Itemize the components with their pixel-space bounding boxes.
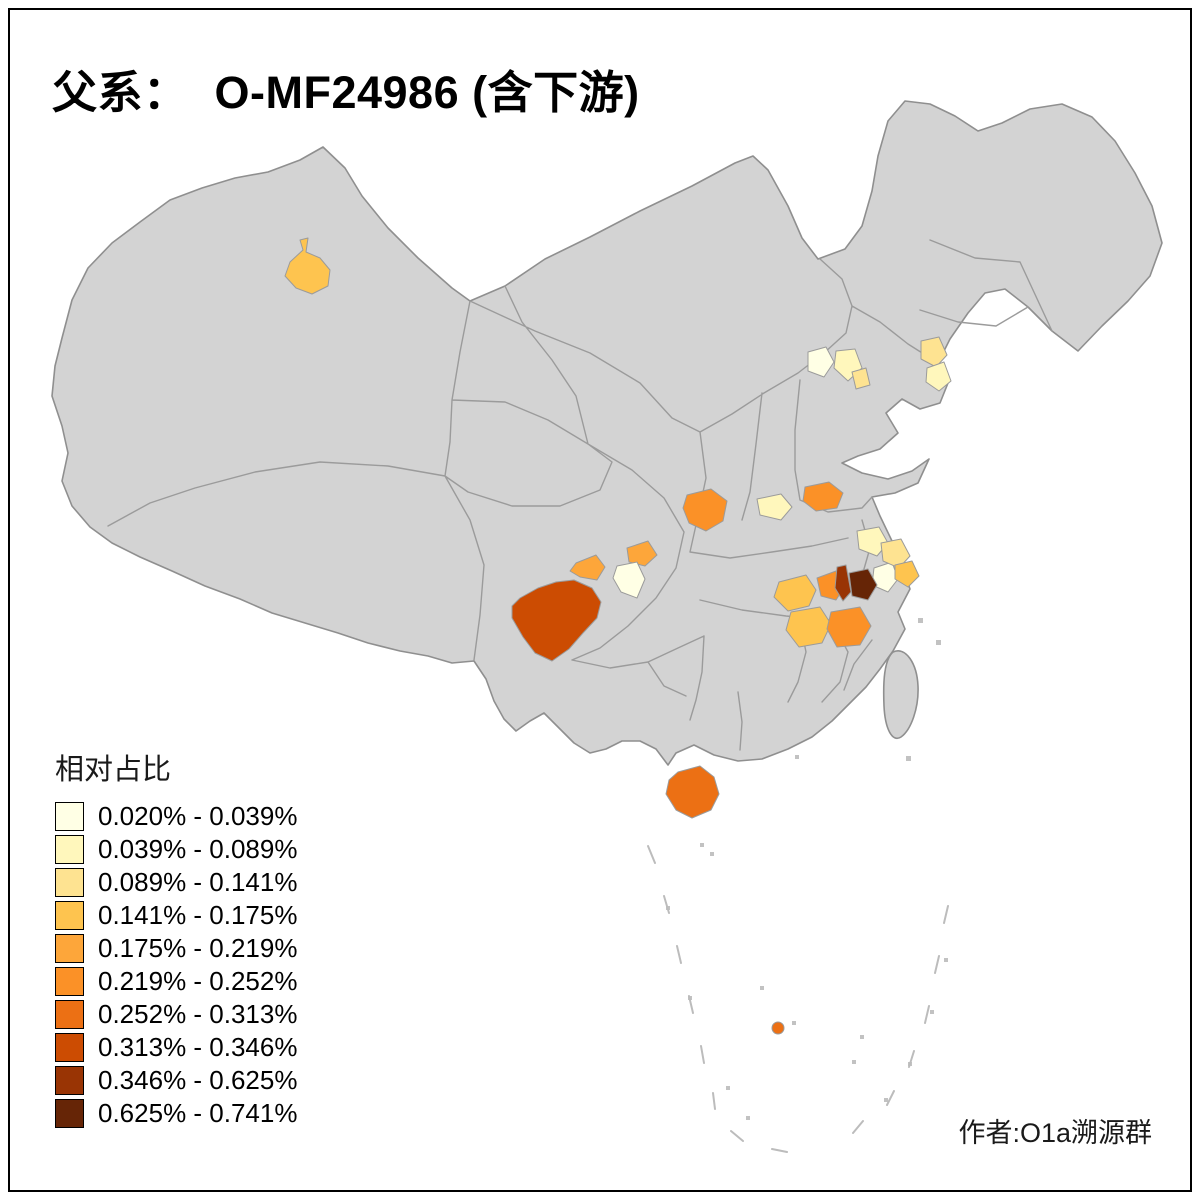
region-henan-west — [682, 488, 728, 532]
region-xinjiang-changji — [284, 237, 331, 295]
region-jiangsu-coast — [880, 538, 911, 569]
legend-label: 0.313% - 0.346% — [98, 1032, 298, 1062]
legend-row: 0.039% - 0.089% — [55, 835, 297, 864]
taiwan-island — [882, 650, 919, 740]
legend-swatch-rect — [55, 835, 84, 864]
legend-label: 0.346% - 0.625% — [98, 1065, 298, 1095]
legend-swatch-rect — [55, 901, 84, 930]
legend-swatch — [55, 1000, 84, 1029]
author-credit: 作者:O1a溯源群 — [958, 1118, 1152, 1148]
legend-swatch — [55, 1033, 84, 1062]
legend-swatch-rect — [55, 1066, 84, 1095]
legend-row: 0.219% - 0.252% — [55, 967, 297, 996]
legend-label: 0.141% - 0.175% — [98, 900, 298, 930]
region-hebei-south — [756, 493, 793, 521]
legend-row: 0.175% - 0.219% — [55, 934, 297, 963]
legend-row: 0.313% - 0.346% — [55, 1033, 297, 1062]
legend-swatch — [55, 967, 84, 996]
legend-label: 0.625% - 0.741% — [98, 1098, 298, 1128]
legend-swatch-rect — [55, 868, 84, 897]
legend-label: 0.020% - 0.039% — [98, 801, 298, 831]
region-shanghai-area — [894, 560, 920, 588]
legend-label: 0.039% - 0.089% — [98, 834, 298, 864]
legend: 相对占比 0.020% - 0.039% 0.039% - 0.089% 0.0… — [55, 746, 297, 1132]
region-sichuan-west — [511, 579, 602, 662]
legend-swatch — [55, 868, 84, 897]
legend-row: 0.346% - 0.625% — [55, 1066, 297, 1095]
legend-row: 0.625% - 0.741% — [55, 1099, 297, 1128]
legend-swatch-rect — [55, 1000, 84, 1029]
legend-row: 0.020% - 0.039% — [55, 802, 297, 831]
legend-label: 0.252% - 0.313% — [98, 999, 298, 1029]
region-hubei-south — [773, 574, 817, 612]
page-title: 父系： O-MF24986 (含下游) — [52, 67, 640, 118]
region-liaoning-south — [925, 361, 952, 392]
legend-row: 0.141% - 0.175% — [55, 901, 297, 930]
legend-label: 0.089% - 0.141% — [98, 867, 298, 897]
legend-swatch — [55, 1099, 84, 1128]
region-shaanxi-west — [569, 554, 606, 581]
legend-row: 0.089% - 0.141% — [55, 868, 297, 897]
mainland-china — [51, 100, 1163, 766]
legend-swatch — [55, 802, 84, 831]
legend-swatch-rect — [55, 1033, 84, 1062]
legend-swatch — [55, 1066, 84, 1095]
region-hunan-east — [785, 606, 832, 648]
region-anhui-sliver — [834, 564, 852, 602]
legend-swatch-rect — [55, 967, 84, 996]
legend-label: 0.175% - 0.219% — [98, 933, 298, 963]
legend-swatch-rect — [55, 1099, 84, 1128]
region-xian-area — [612, 561, 646, 599]
province-borders — [107, 239, 1053, 751]
region-tianjin — [851, 367, 871, 390]
region-beijing-west — [807, 346, 835, 378]
legend-label: 0.219% - 0.252% — [98, 966, 298, 996]
region-xuzhou-area — [802, 481, 844, 512]
legend-swatch — [55, 901, 84, 930]
nine-dash-line — [647, 845, 949, 1153]
legend-row: 0.252% - 0.313% — [55, 1000, 297, 1029]
region-strait-island — [771, 1021, 785, 1035]
region-shaanxi-east — [626, 540, 658, 567]
legend-swatch-rect — [55, 934, 84, 963]
region-jiangxi-west — [826, 606, 872, 648]
region-hainan — [665, 765, 720, 819]
legend-title: 相对占比 — [55, 754, 172, 786]
region-anhui-south — [848, 568, 878, 601]
legend-swatch — [55, 835, 84, 864]
region-liaoning-north — [920, 336, 948, 368]
legend-swatch — [55, 934, 84, 963]
legend-swatch-rect — [55, 802, 84, 831]
